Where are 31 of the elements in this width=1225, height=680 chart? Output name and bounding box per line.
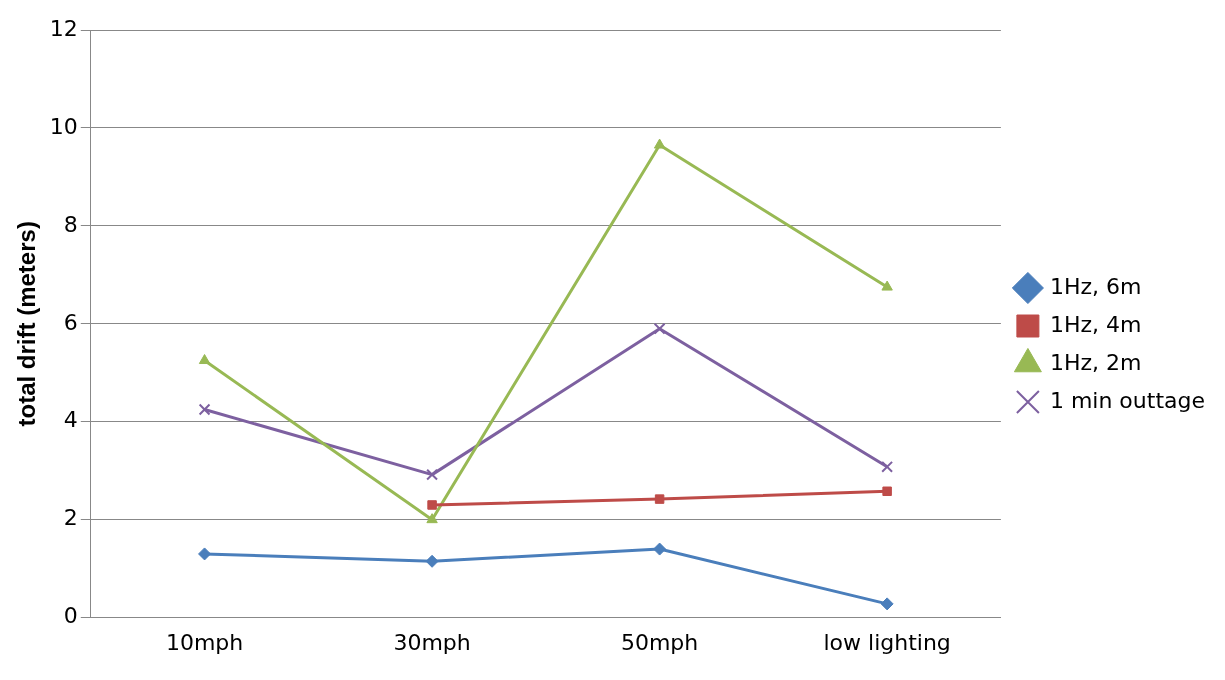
y-tick-label: 6 [63, 309, 78, 335]
x-tick-label: 30mph [393, 629, 471, 655]
legend-label: 1 min outtage [1049, 387, 1205, 413]
y-tick-label: 8 [63, 211, 78, 237]
y-tick-label: 10 [49, 113, 78, 139]
point [427, 500, 437, 510]
y-tick-label: 4 [63, 407, 78, 433]
y-axis-title: total drift (meters) [13, 221, 41, 427]
point [653, 322, 666, 335]
point [882, 486, 892, 497]
point [881, 280, 893, 291]
x-tick-label: low lighting [823, 629, 951, 655]
point [426, 513, 438, 524]
point [425, 554, 439, 568]
point [654, 494, 665, 504]
legend-label: 1Hz, 6m [1049, 273, 1142, 299]
point [198, 547, 212, 561]
point [653, 542, 667, 556]
legend-label: 1Hz, 4m [1049, 311, 1142, 337]
point [198, 403, 211, 416]
y-tick-label: 2 [63, 505, 78, 531]
y-tick-label: 12 [49, 15, 78, 41]
y-tick-label: 0 [63, 603, 78, 629]
point [881, 460, 894, 473]
x-tick-label: 50mph [620, 629, 699, 655]
point [880, 597, 894, 611]
point [426, 468, 439, 481]
point [653, 138, 666, 149]
point [198, 354, 211, 365]
x-tick-label: 10mph [165, 629, 244, 655]
legend-label: 1Hz, 2m [1049, 349, 1142, 375]
